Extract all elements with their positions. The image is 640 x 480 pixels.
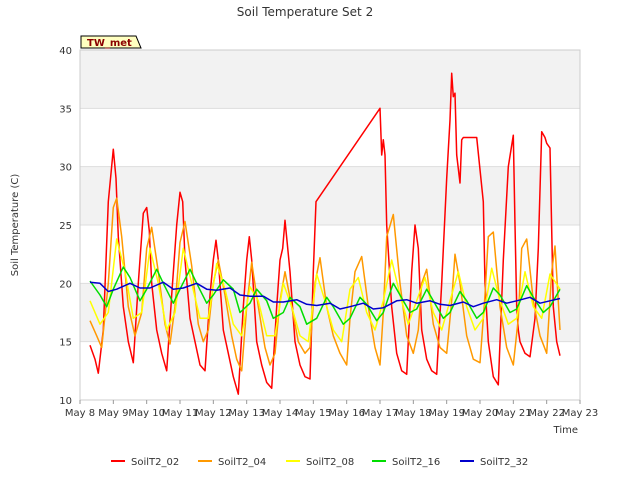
badge-label: TW_met — [87, 38, 132, 49]
station-badge: TW_met — [80, 35, 142, 49]
x-axis-title: Time — [553, 425, 578, 436]
series-line-soilt2_32 — [89, 281, 561, 310]
x-tick-label: May 21 — [495, 408, 532, 419]
y-tick-label: 25 — [59, 221, 72, 232]
plot-band — [80, 166, 580, 225]
legend-item-soilt2_04: SoilT2_04 — [198, 457, 266, 468]
x-tick-label: May 13 — [228, 408, 265, 419]
y-tick-label: 15 — [59, 338, 72, 349]
x-tick-label: May 16 — [328, 408, 365, 419]
legend-label: SoilT2_16 — [392, 457, 440, 468]
x-tick-label: May 11 — [162, 408, 199, 419]
legend-item-soilt2_08: SoilT2_08 — [286, 457, 354, 468]
series-line-soilt2_16 — [89, 266, 561, 325]
plot-band — [80, 50, 580, 109]
y-tick-label: 30 — [59, 163, 72, 174]
series-lines — [89, 72, 561, 395]
x-tick-label: May 8 — [65, 408, 95, 419]
x-tick-label: May 15 — [295, 408, 332, 419]
x-tick-label: May 23 — [562, 408, 599, 419]
legend-label: SoilT2_32 — [480, 457, 528, 468]
legend-label: SoilT2_04 — [218, 457, 266, 468]
y-tick-label: 40 — [59, 46, 72, 57]
x-tick-label: May 17 — [362, 408, 399, 419]
x-tick-label: May 12 — [195, 408, 232, 419]
y-tick-label: 20 — [59, 279, 72, 290]
legend: SoilT2_02 SoilT2_04 SoilT2_08 SoilT2_16 Soil… — [111, 457, 528, 468]
x-tick-label: May 9 — [98, 408, 128, 419]
y-tick-label: 10 — [59, 396, 72, 407]
legend-label: SoilT2_08 — [306, 457, 354, 468]
plot-bands — [80, 50, 580, 342]
legend-label: SoilT2_02 — [131, 457, 179, 468]
x-tick-label: May 20 — [462, 408, 499, 419]
y-tick-label: 35 — [59, 104, 72, 115]
legend-item-soilt2_02: SoilT2_02 — [111, 457, 179, 468]
plot-frame — [79, 49, 581, 401]
legend-item-soilt2_16: SoilT2_16 — [372, 457, 440, 468]
x-tick-label: May 14 — [262, 408, 299, 419]
x-tick-label: May 22 — [528, 408, 565, 419]
x-tick-label: May 18 — [395, 408, 432, 419]
chart-title: Soil Temperature Set 2 — [237, 5, 373, 19]
legend-item-soilt2_32: SoilT2_32 — [460, 457, 528, 468]
x-tick-label: May 19 — [428, 408, 465, 419]
y-axis-title: Soil Temperature (C) — [10, 174, 21, 277]
y-axis-ticks: 10 15 20 25 30 35 40 — [59, 46, 72, 407]
series-line-soilt2_02 — [89, 72, 561, 395]
badge-box — [80, 35, 142, 49]
x-tick-label: May 10 — [128, 408, 165, 419]
